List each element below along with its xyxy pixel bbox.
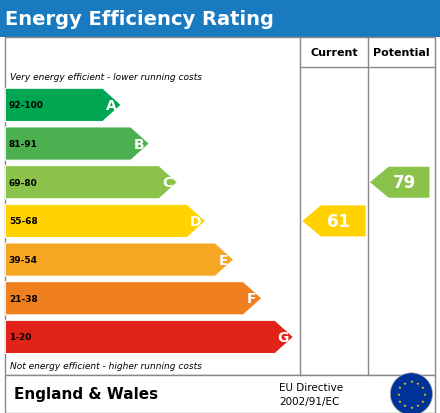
Polygon shape <box>5 128 150 161</box>
Ellipse shape <box>390 373 433 413</box>
Polygon shape <box>5 89 121 122</box>
Text: ★: ★ <box>398 385 402 389</box>
Text: B: B <box>134 137 144 151</box>
Bar <box>0 0 440 38</box>
Text: ★: ★ <box>421 385 425 389</box>
Polygon shape <box>5 243 234 277</box>
Text: Current: Current <box>310 48 358 58</box>
Text: ★: ★ <box>421 399 425 403</box>
Polygon shape <box>5 320 293 354</box>
Text: ★: ★ <box>410 405 413 409</box>
Text: 92-100: 92-100 <box>9 101 44 110</box>
Text: E: E <box>219 253 228 267</box>
Text: 55-68: 55-68 <box>9 217 37 226</box>
Text: 21-38: 21-38 <box>9 294 37 303</box>
Text: Very energy efficient - lower running costs: Very energy efficient - lower running co… <box>10 73 202 81</box>
Text: 2002/91/EC: 2002/91/EC <box>279 396 340 406</box>
Text: ★: ★ <box>403 381 407 385</box>
Text: England & Wales: England & Wales <box>14 387 158 401</box>
Bar <box>5 38 435 375</box>
Polygon shape <box>302 206 366 237</box>
Text: 79: 79 <box>393 174 416 192</box>
Polygon shape <box>5 205 205 238</box>
Text: 61: 61 <box>327 212 350 230</box>
Text: ★: ★ <box>410 379 413 383</box>
Text: A: A <box>106 99 117 113</box>
Text: ★: ★ <box>403 404 407 407</box>
Text: ★: ★ <box>396 392 400 396</box>
Polygon shape <box>5 282 262 315</box>
Text: ★: ★ <box>416 404 420 407</box>
Text: D: D <box>190 214 201 228</box>
Text: 81-91: 81-91 <box>9 140 38 149</box>
Text: 39-54: 39-54 <box>9 256 38 264</box>
Bar <box>5 375 435 413</box>
Text: Not energy efficient - higher running costs: Not energy efficient - higher running co… <box>10 361 202 370</box>
Text: G: G <box>278 330 289 344</box>
Text: Potential: Potential <box>373 48 429 58</box>
Polygon shape <box>5 166 177 199</box>
Text: ★: ★ <box>398 399 402 403</box>
Text: F: F <box>247 292 257 306</box>
Text: 1-20: 1-20 <box>9 332 31 342</box>
Text: EU Directive: EU Directive <box>279 382 344 392</box>
Text: 69-80: 69-80 <box>9 178 37 187</box>
Polygon shape <box>370 167 429 198</box>
Text: C: C <box>162 176 172 190</box>
Text: Energy Efficiency Rating: Energy Efficiency Rating <box>5 9 274 28</box>
Text: ★: ★ <box>416 381 420 385</box>
Text: ★: ★ <box>422 392 426 396</box>
